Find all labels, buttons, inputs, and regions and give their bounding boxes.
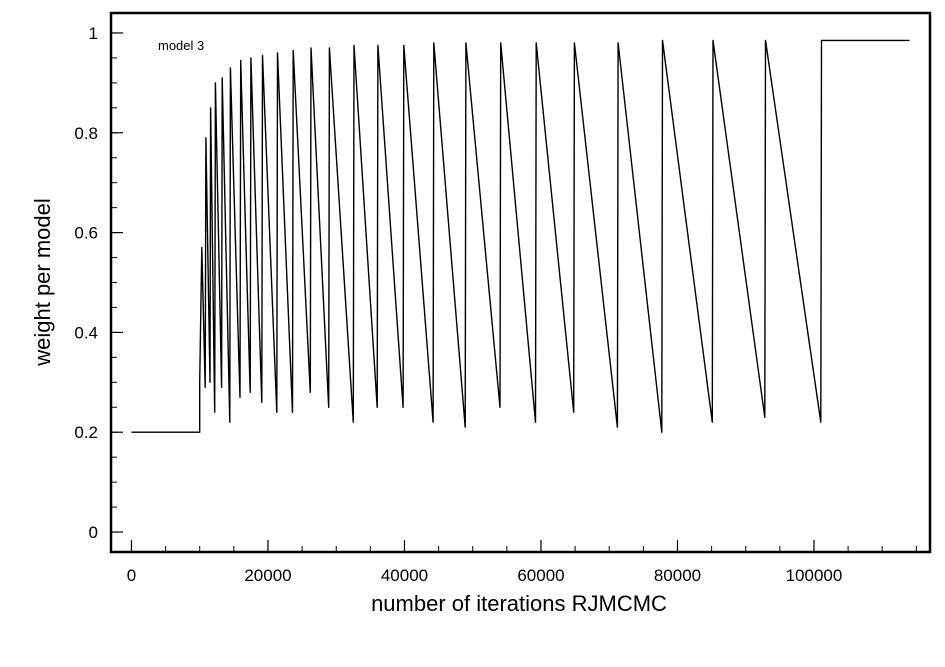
x-tick-label: 60000 bbox=[517, 566, 564, 585]
x-tick-label: 80000 bbox=[654, 566, 701, 585]
y-tick-label: 1 bbox=[89, 24, 98, 43]
x-tick-label: 20000 bbox=[244, 566, 291, 585]
x-tick-label: 0 bbox=[127, 566, 136, 585]
series-line-model-3 bbox=[131, 39, 910, 433]
plot-frame bbox=[109, 11, 932, 554]
y-tick-label: 0.6 bbox=[74, 224, 98, 243]
y-tick-label: 0.4 bbox=[74, 323, 98, 342]
y-tick-label: 0.2 bbox=[74, 423, 98, 442]
x-tick-label: 100000 bbox=[786, 566, 843, 585]
y-axis-label: weight per model bbox=[30, 198, 55, 367]
x-tick-label: 40000 bbox=[381, 566, 428, 585]
y-axis-ticks: 0 0.2 0.4 0.6 0.8 1 bbox=[74, 24, 123, 542]
annotation-label: model 3 bbox=[158, 38, 204, 53]
x-axis-label: number of iterations RJMCMC bbox=[371, 591, 667, 616]
y-tick-label: 0 bbox=[89, 523, 98, 542]
x-axis-ticks: 0 20000 40000 60000 80000 100000 bbox=[127, 540, 917, 585]
y-tick-label: 0.8 bbox=[74, 124, 98, 143]
